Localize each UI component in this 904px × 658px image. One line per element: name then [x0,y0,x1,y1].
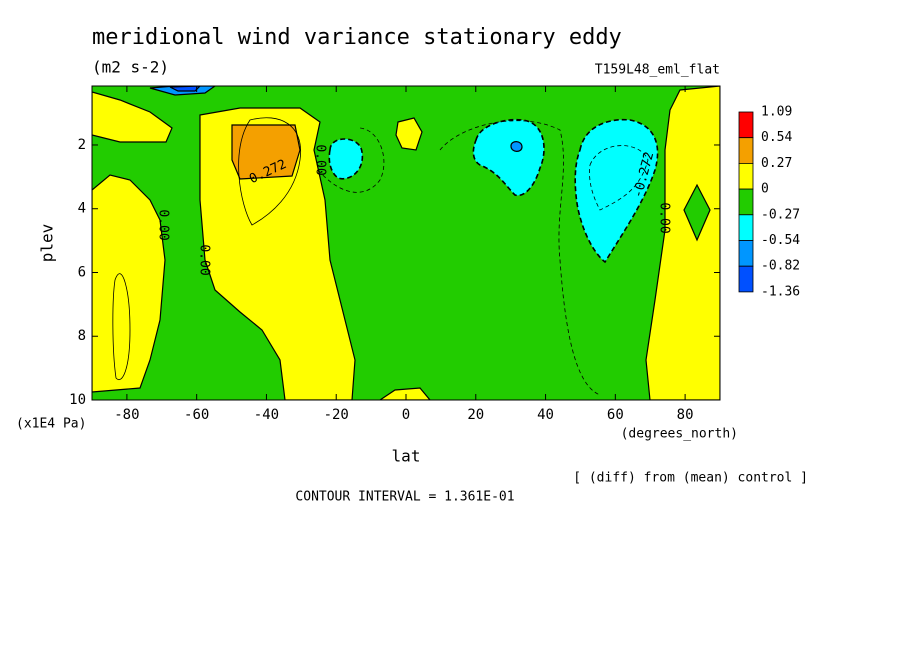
contour-line [238,117,302,226]
x-tick-label: 20 [467,407,484,423]
x-tick-label: 80 [677,407,694,423]
y-tick-label: 10 [69,392,86,408]
contour-fill [199,107,356,400]
contour-fill [328,138,364,180]
x-tick-label: 40 [537,407,554,423]
contour-line [112,273,131,380]
contour-fill [92,91,173,143]
subtitle: (m2 s-2) [92,58,169,77]
y-axis-units: (x1E4 Pa) [16,417,86,432]
x-tick-label: 60 [607,407,624,423]
contour-fill [683,183,711,242]
y-axis-label: plev [38,224,57,263]
colorbar-box [738,137,754,164]
contour-line [439,120,601,396]
colorbar-label: 0.54 [761,130,792,145]
colorbar-box [738,162,754,190]
colorbar-label: 1.09 [761,105,792,120]
x-tick-label: -40 [254,407,279,423]
colorbar-box [738,111,754,139]
contour-fill [231,124,301,180]
y-tick-label: 6 [78,264,86,280]
contour-label: 0.00 [156,209,171,240]
contour-label: 0.00 [657,202,672,233]
colorbar-box [738,240,754,267]
colorbar-label: 0.27 [761,156,792,171]
contour-line [589,145,649,211]
contour-label: 0.00 [197,244,212,275]
contour-label: 0.00 [313,144,328,175]
colorbar-box [738,265,754,293]
run-label: T159L48_eml_flat [595,63,720,78]
x-axis-units: (degrees_north) [621,427,738,442]
x-tick-label: -20 [324,407,349,423]
colorbar-label: 0 [761,182,769,197]
contour-fill [645,86,720,400]
contour-interval: CONTOUR INTERVAL = 1.361E-01 [295,490,514,505]
chart-title: meridional wind variance stationary eddy [92,25,622,50]
contour-fill [395,117,423,151]
x-tick-label: -60 [184,407,209,423]
contour-fill [378,387,431,400]
contour-line [317,127,385,193]
plot-area [92,86,720,400]
y-tick-label: 2 [78,137,86,153]
contour-fill [510,141,523,152]
x-tick-label: 0 [402,407,410,423]
contour-fill [472,118,545,197]
colorbar-label: -0.27 [761,207,800,222]
contour-fill [92,174,166,393]
colorbar-label: -0.54 [761,233,800,248]
colorbar-label: -1.36 [761,284,800,299]
y-tick-label: 8 [78,328,86,344]
contour-fill [574,118,659,264]
colorbar-label: -0.82 [761,259,800,274]
colorbar-box [738,214,754,241]
colorbar-box [738,188,754,216]
x-axis-label: lat [392,447,421,466]
y-tick-label: 4 [78,201,86,217]
x-tick-label: -80 [114,407,139,423]
note: [ (diff) from (mean) control ] [573,471,808,486]
